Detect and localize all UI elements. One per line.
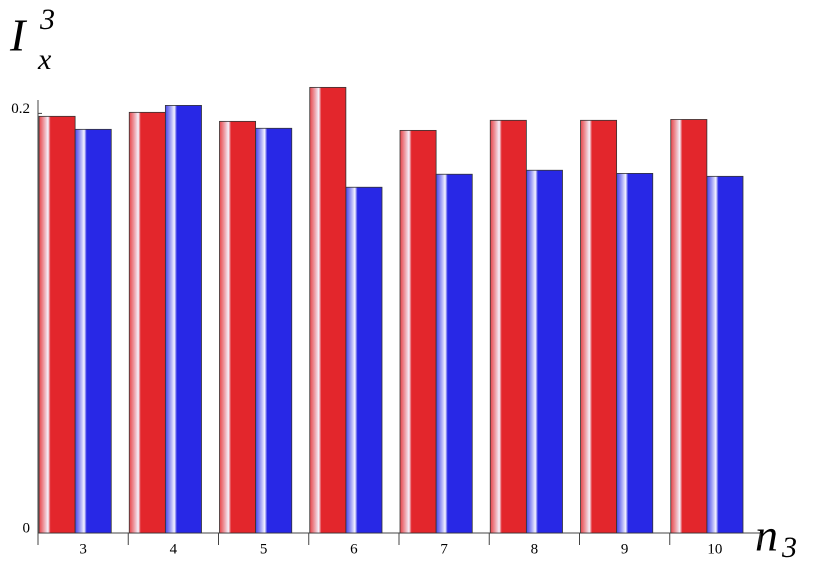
x-tick-label: 9 [621, 541, 629, 557]
bar [219, 120, 257, 534]
bar [489, 119, 527, 534]
bar [525, 169, 563, 534]
x-tick-label: 5 [260, 541, 268, 557]
bar [706, 175, 744, 534]
bar [74, 128, 112, 534]
bar [345, 186, 383, 534]
bar [399, 129, 437, 534]
bar [255, 127, 293, 534]
y-label-base: I [9, 10, 28, 61]
bar [580, 119, 618, 534]
y-label-sup: 3 [39, 3, 55, 36]
x-tick-label: 3 [79, 541, 87, 557]
bar [128, 111, 166, 534]
y-tick-label: 0 [23, 520, 31, 536]
x-label-sub: 3 [781, 531, 797, 564]
bar [435, 173, 473, 534]
x-tick-label: 4 [170, 541, 178, 557]
y-label-sub: x [37, 43, 52, 76]
y-tick-label: 0.2 [11, 101, 30, 117]
bar [670, 119, 708, 534]
bar [38, 115, 76, 534]
x-label-base: n [755, 510, 778, 561]
x-tick-label: 7 [440, 541, 448, 557]
x-tick-label: 8 [531, 541, 539, 557]
bar [616, 172, 654, 534]
x-tick-label: 6 [350, 541, 358, 557]
x-tick-label: 10 [707, 541, 722, 557]
bar [164, 105, 202, 534]
bar [309, 86, 347, 534]
